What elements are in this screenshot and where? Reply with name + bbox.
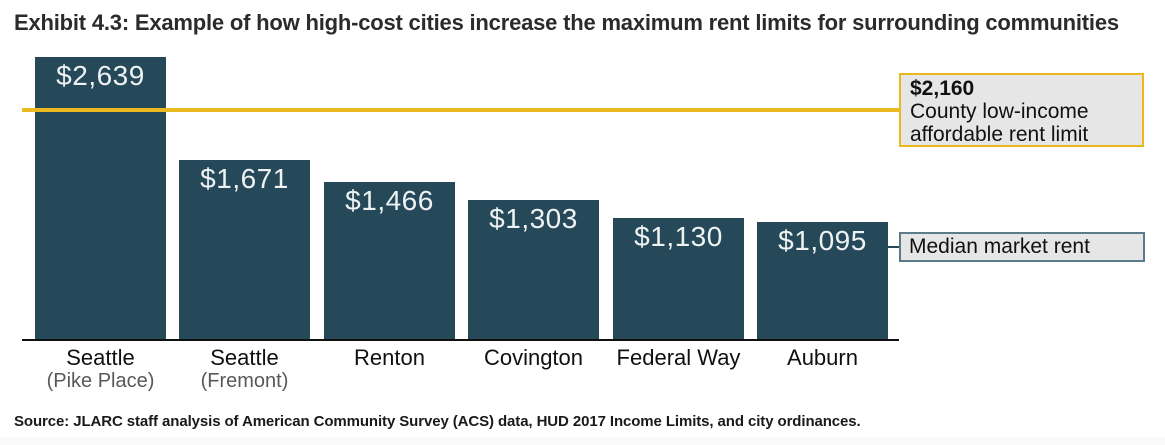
x-tick-label: Seattle (Pike Place) <box>6 345 196 393</box>
rent-limit-annotation: $2,160 County low-income affordable rent… <box>899 73 1144 147</box>
x-tick-city: Auburn <box>787 345 858 370</box>
x-tick-city: Renton <box>354 345 425 370</box>
bar-value-label: $1,130 <box>634 221 723 252</box>
x-tick-label: Seattle (Fremont) <box>150 345 340 393</box>
bar-value-label: $2,639 <box>56 60 145 91</box>
bar-seattle-fremont: $1,671 <box>179 160 310 339</box>
bar-value-label: $1,466 <box>345 185 434 216</box>
rent-limit-label-line1: County low-income <box>910 100 1089 123</box>
rent-limit-reference-line <box>22 108 900 112</box>
x-tick-label: Auburn <box>728 345 918 370</box>
bar-value-label: $1,303 <box>489 203 578 234</box>
bar-auburn: $1,095 <box>757 222 888 339</box>
median-rent-annotation: Median market rent <box>899 232 1145 262</box>
source-note: Source: JLARC staff analysis of American… <box>14 413 861 430</box>
footer-strip <box>0 437 1165 445</box>
bar-seattle-pike-place: $2,639 <box>35 57 166 339</box>
x-tick-city: Seattle <box>210 345 279 370</box>
rent-limit-label-line2: affordable rent limit <box>910 123 1089 146</box>
bar-federal-way: $1,130 <box>613 218 744 339</box>
bar-value-label: $1,095 <box>778 225 867 256</box>
chart-title: Exhibit 4.3: Example of how high-cost ci… <box>14 10 1119 35</box>
bar-renton: $1,466 <box>324 182 455 339</box>
median-rent-label: Median market rent <box>909 235 1090 258</box>
x-tick-label: Renton <box>295 345 485 370</box>
x-tick-label: Covington <box>439 345 629 370</box>
x-tick-sublabel: (Fremont) <box>200 370 289 392</box>
median-annotation-connector-line <box>886 246 900 249</box>
x-tick-city: Federal Way <box>616 345 741 370</box>
rent-limit-value: $2,160 <box>910 77 975 100</box>
bar-value-label: $1,671 <box>200 163 289 194</box>
x-axis-line <box>22 339 899 342</box>
x-tick-label: Federal Way <box>584 345 774 370</box>
x-tick-city: Seattle <box>66 345 135 370</box>
x-tick-city: Covington <box>483 345 584 370</box>
x-tick-sublabel: (Pike Place) <box>46 370 155 392</box>
bar-covington: $1,303 <box>468 200 599 339</box>
